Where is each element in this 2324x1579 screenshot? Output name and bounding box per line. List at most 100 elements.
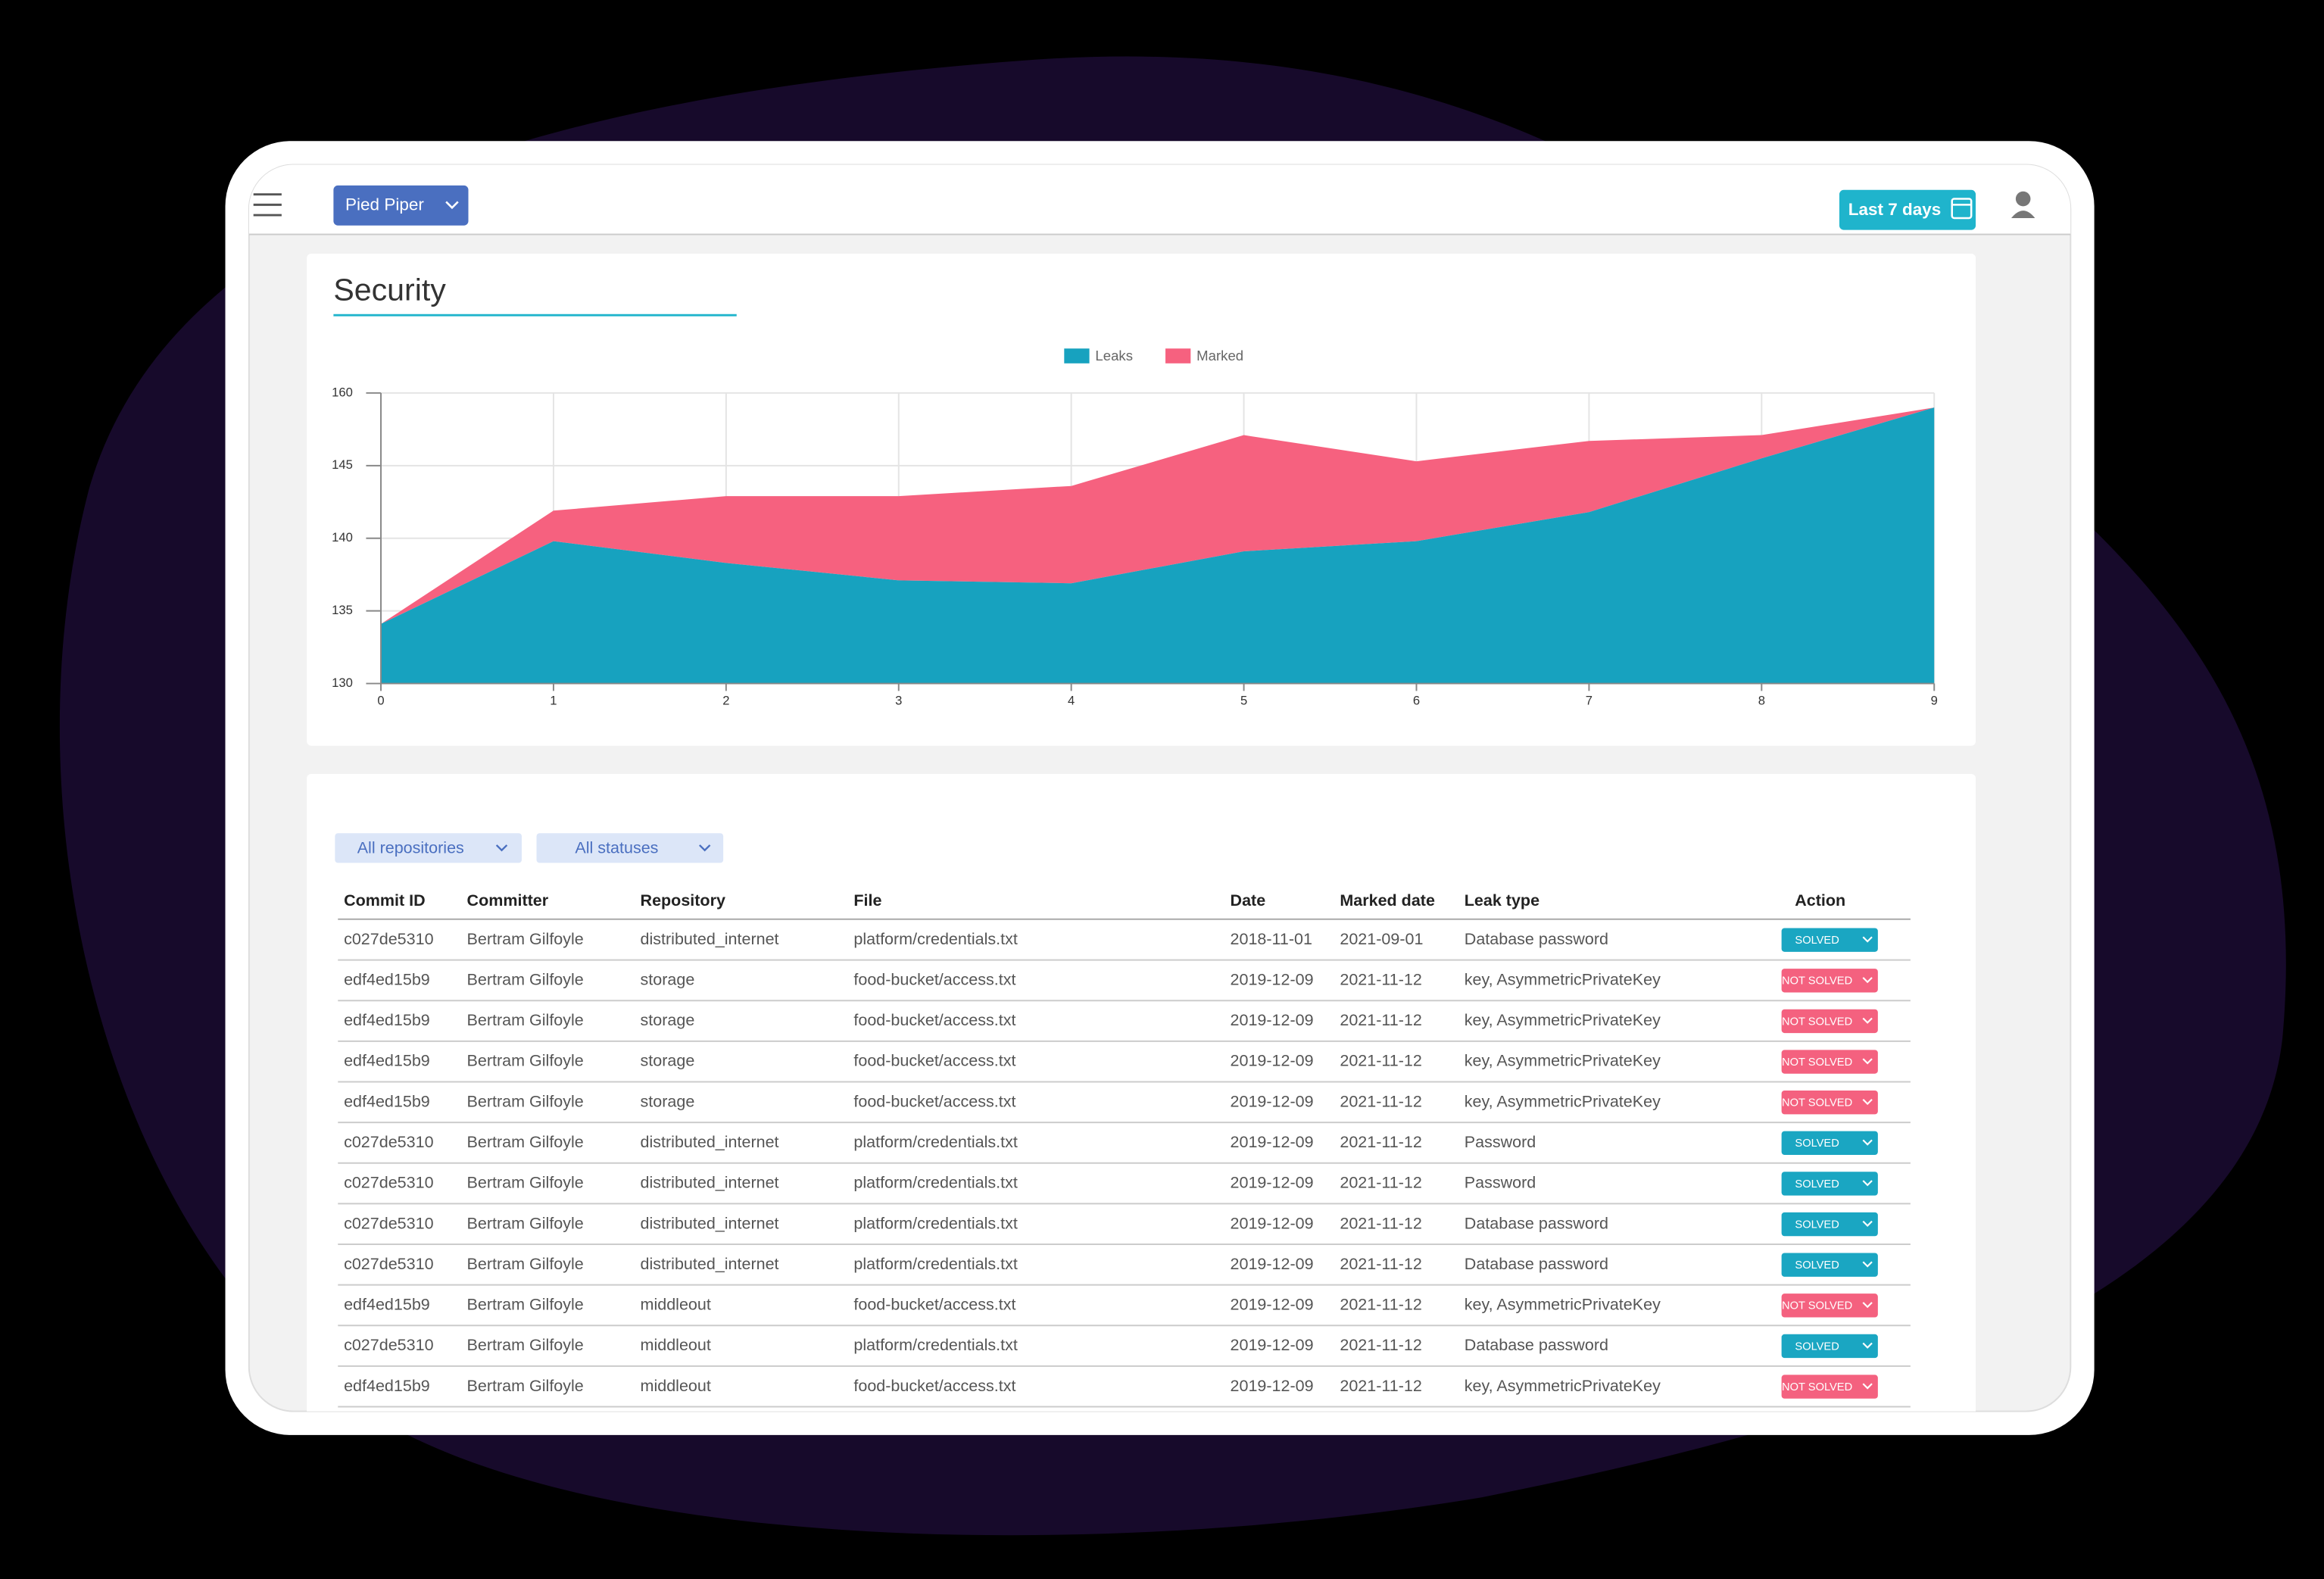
action-select[interactable] xyxy=(1781,1212,1878,1237)
cell: Bertram Gilfoyle xyxy=(467,1092,584,1110)
cell: 2021-11-12 xyxy=(1340,1214,1421,1232)
cell: 2019-12-09 xyxy=(1231,1296,1314,1314)
action-select[interactable] xyxy=(1781,1009,1878,1034)
chevron xyxy=(1862,1342,1873,1349)
cell: 2019-12-09 xyxy=(1231,1092,1314,1110)
repository-filter[interactable] xyxy=(335,833,522,863)
y-tick-label: 130 xyxy=(332,676,353,690)
cell: edf4ed15b9 xyxy=(344,1011,430,1029)
action-select[interactable] xyxy=(1781,969,1878,993)
action-select[interactable] xyxy=(1781,928,1878,952)
cell: 2021-11-12 xyxy=(1340,1011,1421,1029)
cell: Bertram Gilfoyle xyxy=(467,1133,584,1151)
chevron xyxy=(445,201,459,210)
y-tick-label: 145 xyxy=(332,457,353,472)
org-select[interactable] xyxy=(333,185,469,226)
action-select[interactable] xyxy=(1781,1253,1878,1277)
cell: food-bucket/access.txt xyxy=(853,1377,1015,1395)
cell: Bertram Gilfoyle xyxy=(467,1174,584,1192)
column-header: Repository xyxy=(641,891,725,910)
cell: 2019-12-09 xyxy=(1231,1214,1314,1232)
cell: edf4ed15b9 xyxy=(344,1092,430,1110)
cell: Bertram Gilfoyle xyxy=(467,1214,584,1232)
cell: storage xyxy=(641,970,695,988)
date-range-button[interactable] xyxy=(1839,189,1976,230)
cell: key, AsymmetricPrivateKey xyxy=(1465,970,1661,988)
legend-swatch xyxy=(1165,348,1191,364)
cell: food-bucket/access.txt xyxy=(853,970,1015,988)
cell: distributed_internet xyxy=(641,930,779,948)
x-tick-label: 6 xyxy=(1413,693,1420,707)
action-select[interactable] xyxy=(1781,1172,1878,1196)
x-tick-label: 0 xyxy=(377,693,384,707)
cell: Bertram Gilfoyle xyxy=(467,1296,584,1314)
x-tick-label: 5 xyxy=(1240,693,1247,707)
action-label: NOT SOLVED xyxy=(1782,975,1852,988)
cell: 2021-11-12 xyxy=(1340,970,1421,988)
action-select[interactable] xyxy=(1781,1131,1878,1155)
chevron xyxy=(1862,936,1873,943)
user-icon[interactable] xyxy=(2011,191,2035,218)
chevron xyxy=(1862,1383,1873,1390)
area-0 xyxy=(381,407,1935,684)
cell: key, AsymmetricPrivateKey xyxy=(1465,1011,1661,1029)
menu-button[interactable] xyxy=(253,193,282,217)
org-select-label: Pied Piper xyxy=(345,195,424,214)
cell: Database password xyxy=(1465,1255,1608,1273)
cell: 2021-11-12 xyxy=(1340,1377,1421,1395)
cell: key, AsymmetricPrivateKey xyxy=(1465,1092,1661,1110)
cell: edf4ed15b9 xyxy=(344,970,430,988)
cell: 2019-12-09 xyxy=(1231,1133,1314,1151)
x-tick-label: 3 xyxy=(895,693,902,707)
cell: c027de5310 xyxy=(344,930,433,948)
status-filter[interactable] xyxy=(536,833,724,863)
action-label: SOLVED xyxy=(1795,1178,1839,1190)
cell: c027de5310 xyxy=(344,1214,433,1232)
action-select[interactable] xyxy=(1781,1334,1878,1359)
cell: Database password xyxy=(1465,1214,1608,1232)
cell: 2021-11-12 xyxy=(1340,1296,1421,1314)
action-select[interactable] xyxy=(1781,1293,1878,1318)
status-filter-label: All statuses xyxy=(575,838,658,857)
column-header: Date xyxy=(1231,891,1266,910)
x-tick-label: 1 xyxy=(550,693,557,707)
column-header: Action xyxy=(1795,891,1845,910)
cell: c027de5310 xyxy=(344,1255,433,1273)
action-label: NOT SOLVED xyxy=(1782,1016,1852,1028)
cell: key, AsymmetricPrivateKey xyxy=(1465,1377,1661,1395)
cell: distributed_internet xyxy=(641,1133,779,1151)
cell: middleout xyxy=(641,1377,711,1395)
cell: platform/credentials.txt xyxy=(853,1255,1017,1273)
cell: platform/credentials.txt xyxy=(853,1174,1017,1192)
area-1 xyxy=(381,407,1935,624)
cell: food-bucket/access.txt xyxy=(853,1092,1015,1110)
cell: 2019-12-09 xyxy=(1231,1255,1314,1273)
column-header: Marked date xyxy=(1340,891,1435,910)
column-header: Commit ID xyxy=(344,891,426,910)
cell: Bertram Gilfoyle xyxy=(467,970,584,988)
cell: 2018-11-01 xyxy=(1231,930,1312,948)
chevron xyxy=(1862,1180,1873,1187)
cell: 2019-12-09 xyxy=(1231,1011,1314,1029)
cell: distributed_internet xyxy=(641,1255,779,1273)
cell: 2021-09-01 xyxy=(1340,930,1423,948)
action-label: SOLVED xyxy=(1795,1340,1839,1353)
action-label: NOT SOLVED xyxy=(1782,1381,1852,1393)
cell: storage xyxy=(641,1052,695,1070)
cell: storage xyxy=(641,1092,695,1110)
x-tick-label: 4 xyxy=(1068,693,1075,707)
cell: Password xyxy=(1465,1174,1536,1192)
action-select[interactable] xyxy=(1781,1091,1878,1115)
cell: Bertram Gilfoyle xyxy=(467,1377,584,1395)
x-tick-label: 7 xyxy=(1586,693,1592,707)
action-select[interactable] xyxy=(1781,1375,1878,1399)
cell: c027de5310 xyxy=(344,1336,433,1354)
cell: 2021-11-12 xyxy=(1340,1336,1421,1354)
chevron xyxy=(1862,1302,1873,1309)
cell: distributed_internet xyxy=(641,1214,779,1232)
date-range-label: Last 7 days xyxy=(1848,200,1942,219)
cell: 2021-11-12 xyxy=(1340,1174,1421,1192)
cell: c027de5310 xyxy=(344,1174,433,1192)
action-select[interactable] xyxy=(1781,1050,1878,1074)
